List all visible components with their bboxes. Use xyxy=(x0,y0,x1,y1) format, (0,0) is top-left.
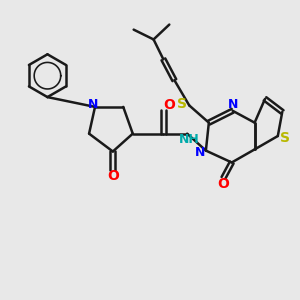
Text: N: N xyxy=(227,98,238,111)
Text: O: O xyxy=(163,98,175,112)
Text: S: S xyxy=(280,131,290,146)
Text: O: O xyxy=(217,178,229,191)
Text: O: O xyxy=(107,169,119,184)
Text: N: N xyxy=(195,146,206,160)
Text: NH: NH xyxy=(179,133,200,146)
Text: S: S xyxy=(177,97,187,111)
Text: N: N xyxy=(87,98,98,111)
